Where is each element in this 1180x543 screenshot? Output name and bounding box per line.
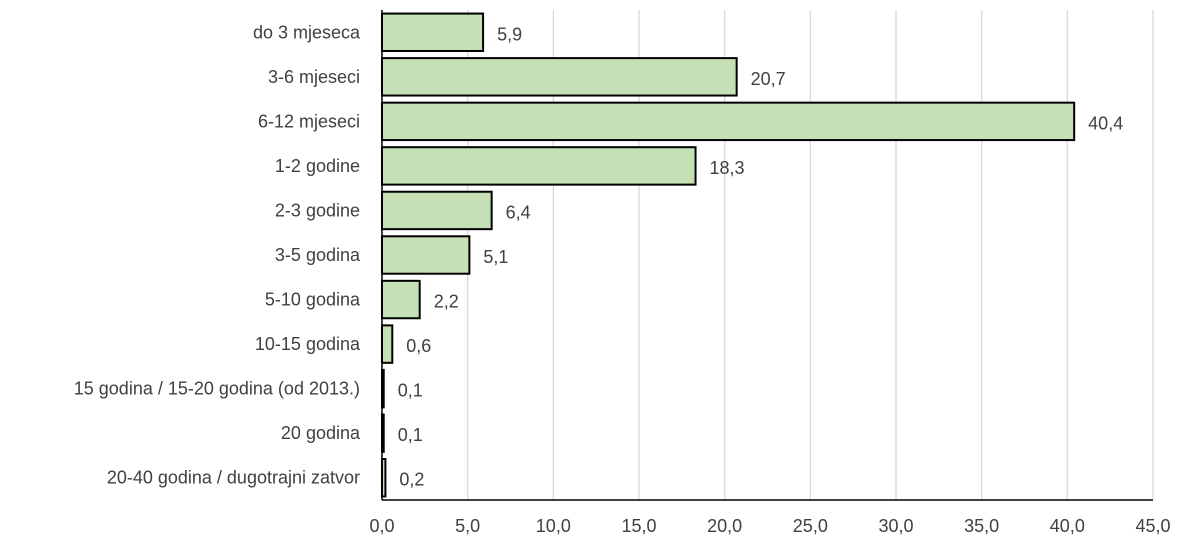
- category-label: 20 godina: [281, 423, 361, 443]
- data-label: 40,4: [1088, 113, 1123, 133]
- bar: [381, 146, 697, 186]
- category-label: 3-6 mjeseci: [268, 67, 360, 87]
- x-tick-label: 35,0: [964, 516, 999, 536]
- x-tick-label: 10,0: [536, 516, 571, 536]
- data-label: 0,6: [406, 336, 431, 356]
- data-label: 6,4: [506, 202, 531, 222]
- data-label: 18,3: [710, 158, 745, 178]
- bar: [381, 101, 1076, 142]
- category-label: 1-2 godine: [275, 156, 360, 176]
- category-label: 6-12 mjeseci: [258, 111, 360, 131]
- x-tick-label: 30,0: [878, 516, 913, 536]
- category-label: 15 godina / 15-20 godina (od 2013.): [74, 379, 360, 399]
- axes: [381, 10, 1153, 501]
- category-label: 5-10 godina: [265, 290, 361, 310]
- data-label: 0,2: [399, 470, 424, 490]
- bar: [381, 12, 485, 52]
- data-label: 0,1: [398, 381, 423, 401]
- data-label: 5,1: [483, 247, 508, 267]
- category-label: do 3 mjeseca: [253, 22, 361, 42]
- bars: [381, 12, 1076, 498]
- category-label: 3-5 godina: [275, 245, 361, 265]
- data-label: 20,7: [751, 69, 786, 89]
- data-label: 2,2: [434, 292, 459, 312]
- category-label: 2-3 godine: [275, 200, 360, 220]
- category-label: 10-15 godina: [255, 334, 361, 354]
- data-label: 0,1: [398, 425, 423, 445]
- bar: [381, 235, 471, 275]
- data-label: 5,9: [497, 24, 522, 44]
- x-tick-label: 45,0: [1135, 516, 1170, 536]
- labels: 0,0 5,0 10,0 15,0 20,0 25,0 30,0 35,0 40,0 45,0 do…: [74, 22, 1171, 536]
- bar: [381, 279, 421, 320]
- x-tick-label: 40,0: [1050, 516, 1085, 536]
- x-tick-label: 0,0: [369, 516, 394, 536]
- category-label: 20-40 godina / dugotrajni zatvor: [107, 468, 360, 488]
- x-tick-label: 15,0: [621, 516, 656, 536]
- x-tick-label: 20,0: [707, 516, 742, 536]
- bar: [381, 324, 394, 364]
- bar: [381, 190, 493, 231]
- x-tick-label: 25,0: [793, 516, 828, 536]
- x-tick-label: 5,0: [455, 516, 480, 536]
- bar: [381, 57, 738, 97]
